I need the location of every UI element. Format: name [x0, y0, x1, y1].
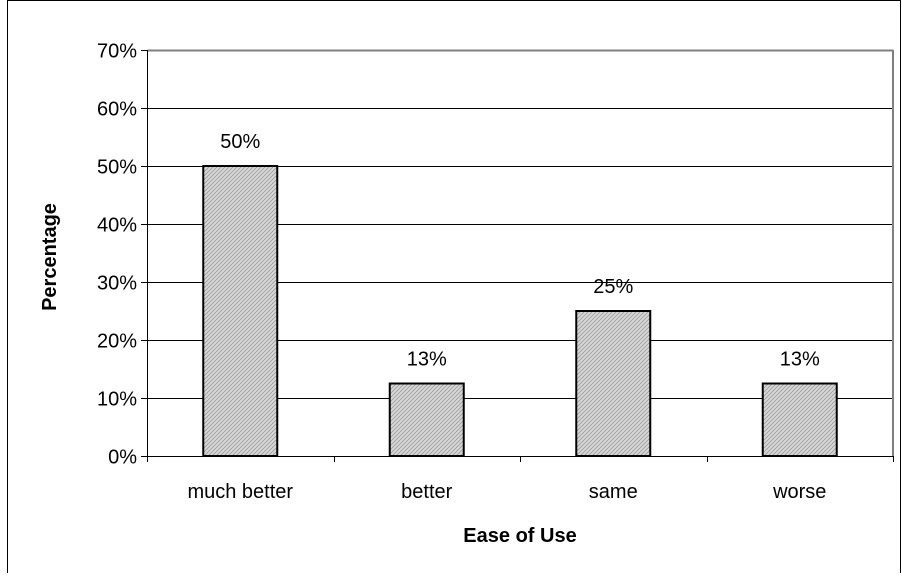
bar-better — [388, 382, 465, 457]
data-labels: 50% 13% 25% 13% — [220, 131, 820, 371]
data-label: 13% — [780, 349, 820, 371]
y-tick-label: 30% — [97, 273, 137, 295]
y-tick-label: 40% — [97, 215, 137, 237]
data-label: 25% — [593, 276, 633, 298]
data-label: 13% — [407, 349, 447, 371]
y-tick-label: 20% — [97, 331, 137, 353]
y-tick-label: 10% — [97, 389, 137, 411]
x-tick-label: same — [589, 481, 638, 503]
y-tick-label: 70% — [97, 41, 137, 63]
chart-border — [7, 0, 901, 578]
x-axis-ticks: much better better same worse — [147, 456, 894, 503]
x-tick-label: better — [401, 481, 452, 503]
bar-worse — [761, 382, 838, 457]
bar-much-better — [202, 165, 279, 457]
x-axis-title: Ease of Use — [463, 525, 576, 547]
y-axis-title: Percentage — [39, 203, 61, 311]
x-tick-label: worse — [772, 481, 826, 503]
x-tick-label: much better — [187, 481, 293, 503]
bars — [202, 165, 838, 457]
y-tick-label: 60% — [97, 99, 137, 121]
bar-same — [575, 310, 652, 457]
data-label: 50% — [220, 131, 260, 153]
y-tick-label: 0% — [108, 447, 137, 469]
y-axis-ticks: 0% 10% 20% 30% 40% 50% 60% 70% — [97, 41, 147, 469]
y-tick-label: 50% — [97, 157, 137, 179]
